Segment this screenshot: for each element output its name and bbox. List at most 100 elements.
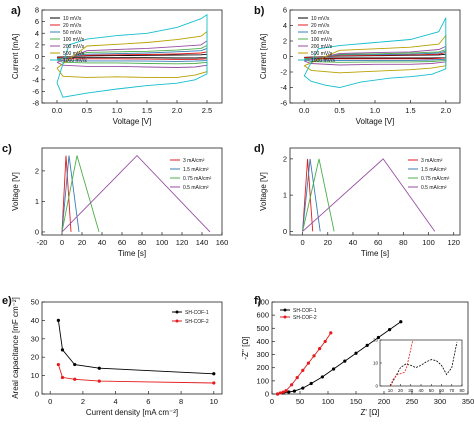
legend: 3 mA/cm² 1.5 mA/cm² 0.75 mA/cm² 0.5 mA/cm² <box>408 158 450 191</box>
legend-entry: SH-COF-1 <box>293 308 317 314</box>
panel-5: f)0 50 100 150 200 250 300 35001002003004005006… <box>241 295 474 417</box>
x-tick-label: 160 <box>216 238 229 247</box>
inset-x-tick-label: 80 <box>459 388 465 393</box>
y-tick-label: 0 <box>283 52 287 61</box>
y-tick-label: 0 <box>35 390 39 399</box>
x-tick-label: 40 <box>349 238 357 247</box>
data-point <box>365 343 369 347</box>
y-tick-label: 20 <box>31 353 39 362</box>
y-tick-label: 4 <box>35 29 39 38</box>
plot-frame <box>41 147 223 236</box>
panel-3: d) 0 20 40 60 80 100 120 0 1 2 Time [s] Voltage [V] 3… <box>254 143 461 258</box>
y-axis-label: Current [mA] <box>259 34 268 79</box>
series-line-1 <box>57 364 214 384</box>
y-tick-label: 2 <box>283 37 287 46</box>
panel-label: d) <box>254 143 265 155</box>
inset-x-tick-label: 50 <box>429 388 435 393</box>
inset-y-tick-label: 0 <box>375 384 378 389</box>
panel-label: b) <box>254 5 265 17</box>
x-axis-label: Current density [mA cm⁻²] <box>86 408 178 417</box>
data-point <box>301 386 305 390</box>
series-line-0 <box>61 155 72 232</box>
x-tick-label: 60 <box>374 238 382 247</box>
y-tick-label: 6 <box>35 17 39 26</box>
y-tick-label: 4 <box>283 21 287 30</box>
x-tick-label: 150 <box>350 397 363 406</box>
data-point <box>212 372 216 376</box>
x-tick-label: 80 <box>399 238 407 247</box>
x-axis-label: Time [s] <box>361 249 389 258</box>
y-tick-label: -6 <box>32 87 39 96</box>
y-tick-label: 10 <box>31 371 39 380</box>
x-tick-label: 200 <box>378 397 391 406</box>
legend-entry: 1000 mV/s <box>63 58 87 64</box>
y-tick-label: 300 <box>256 350 269 359</box>
x-axis-label: Voltage [V] <box>356 117 395 126</box>
x-tick-label: 0 <box>60 238 64 247</box>
x-tick-label: 0.0 <box>52 106 62 115</box>
x-tick-label: 0.5 <box>82 106 92 115</box>
data-point <box>278 391 282 395</box>
series-line-6 <box>56 13 208 98</box>
x-tick-label: 20 <box>78 238 86 247</box>
x-tick-label: 50 <box>296 397 304 406</box>
legend-entry: SH-COF-2 <box>293 315 317 321</box>
data-point <box>60 375 65 380</box>
data-point <box>354 351 358 355</box>
legend-marker <box>175 310 179 314</box>
y-axis-label: Voltage [V] <box>11 172 20 211</box>
inset-x-tick-label: 30 <box>408 388 414 393</box>
x-tick-label: 100 <box>322 397 335 406</box>
legend-entry: 200 mV/s <box>311 44 333 50</box>
inset-y-tick-label: 10 <box>373 361 379 366</box>
data-point <box>306 361 310 365</box>
plot-frame <box>41 301 223 395</box>
x-tick-label: 100 <box>156 238 169 247</box>
inset-x-tick-label: 20 <box>398 388 404 393</box>
x-tick-label: 0 <box>301 238 305 247</box>
y-tick-label: 1 <box>283 191 287 200</box>
y-tick-label: -2 <box>32 64 39 73</box>
data-point <box>292 389 296 393</box>
y-tick-label: 0 <box>283 227 287 236</box>
data-point <box>97 379 101 383</box>
legend-entry: SH-COF-1 <box>185 310 209 316</box>
panel-label: f) <box>254 295 262 307</box>
x-tick-label: 1.0 <box>370 106 380 115</box>
data-point <box>295 375 299 380</box>
data-point <box>332 367 336 371</box>
series-line-0 <box>302 158 314 232</box>
data-point <box>309 381 313 386</box>
panel-label: a) <box>11 5 21 17</box>
y-tick-label: 500 <box>256 324 269 333</box>
legend-entry: 100 mV/s <box>311 37 333 43</box>
legend-marker <box>283 308 287 312</box>
legend-entry: SH-COF-2 <box>185 319 209 325</box>
y-tick-label: 0 <box>35 227 39 236</box>
y-tick-label: 8 <box>35 6 39 15</box>
data-point <box>73 377 77 381</box>
y-tick-label: 40 <box>31 316 39 325</box>
inset-frame <box>379 339 463 387</box>
legend-entry: 20 mV/s <box>63 23 82 29</box>
legend: SH-COF-1 SH-COF-2 <box>172 310 209 325</box>
data-point <box>312 354 316 358</box>
x-tick-label: 140 <box>196 238 209 247</box>
x-tick-label: 350 <box>462 397 474 406</box>
x-axis-label: Z' [Ω] <box>360 408 379 417</box>
inset-x-tick-label: 70 <box>449 388 455 393</box>
legend-entry: 10 mV/s <box>63 16 82 22</box>
x-tick-label: 20 <box>324 238 332 247</box>
x-axis-label: Voltage [V] <box>113 117 152 126</box>
x-tick-label: 10 <box>210 397 218 406</box>
panel-4: e) 0 2 4 6 8 10 0 10 20 30 40 50 Current density [mA … <box>2 295 223 417</box>
y-tick-label: -2 <box>280 68 287 77</box>
data-point <box>320 375 324 379</box>
legend-entry: 1.5 mA/cm² <box>421 167 447 173</box>
legend-entry: 50 mV/s <box>311 30 330 36</box>
legend-entry: 0.5 mA/cm² <box>421 185 447 191</box>
y-tick-label: 100 <box>256 376 269 385</box>
data-point <box>56 318 60 322</box>
